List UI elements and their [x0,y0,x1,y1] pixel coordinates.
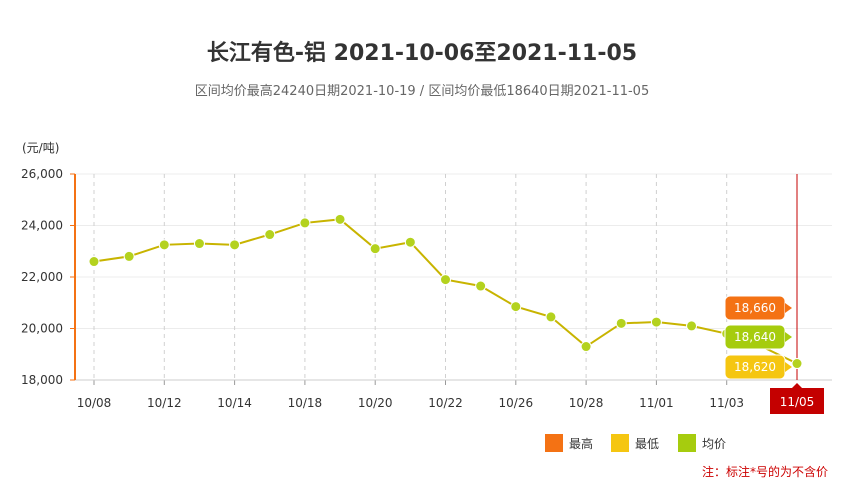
x-tick-label: 10/22 [428,396,463,410]
data-point [404,236,416,248]
highlight-date-label: 11/05 [780,395,815,409]
data-point [88,256,100,268]
legend-label: 均价 [702,437,726,451]
y-tick-label: 22,000 [21,270,63,284]
legend-item: 最低 [611,434,659,452]
axes: 18,000 20,000 22,000 24,000 26,000 10/08 10/12… [21,167,832,414]
data-point [193,238,205,250]
y-tick-label: 20,000 [21,322,63,336]
x-tick-label: 10/18 [288,396,323,410]
legend-swatch [545,434,563,452]
final-value-badges: 18,660 18,640 18,620 [724,295,792,380]
final-value-badge: 18,660 [724,295,792,321]
data-point [510,301,522,313]
data-point [299,217,311,229]
data-point [334,213,346,225]
data-point [475,280,487,292]
legend-label: 最低 [635,437,659,451]
highlight-date-box [770,388,824,414]
legend: 最高 最低 均价 [545,434,726,452]
data-point [123,250,135,262]
chart-title: 长江有色-铝 2021-10-06至2021-11-05 [207,40,637,66]
x-tick-label: 10/20 [358,396,393,410]
data-point [264,229,276,241]
grid [75,173,832,380]
x-tick-label: 10/12 [147,396,182,410]
data-point [545,311,557,323]
data-point [650,316,662,328]
x-tick-label: 11/01 [639,396,674,410]
data-point [369,243,381,255]
data-point [791,358,803,370]
badge-pointer [785,303,792,313]
legend-swatch [611,434,629,452]
badge-pointer [785,332,792,342]
legend-swatch [678,434,696,452]
badge-value: 18,640 [734,330,776,344]
x-tick-label: 11/03 [709,396,744,410]
highlight-date-pointer [792,383,802,388]
x-tick-label: 10/26 [499,396,534,410]
badge-value: 18,660 [734,301,776,315]
y-tick-label: 18,000 [21,373,63,387]
final-value-badge: 18,640 [724,324,792,350]
legend-item: 最高 [545,434,593,452]
chart-subtitle: 区间均价最高24240日期2021-10-19 / 区间均价最低18640日期2… [195,83,649,99]
y-axis-unit: (元/吨) [22,141,59,155]
legend-item: 均价 [678,434,726,452]
data-point [440,274,451,286]
x-tick-label: 10/28 [569,396,604,410]
data-point [615,317,627,329]
footnote: 注：标注*号的为不含价 [702,464,828,479]
x-tick-label: 10/08 [77,396,112,410]
data-point [158,239,170,251]
data-point [580,341,592,353]
x-tick-label: 10/14 [217,396,252,410]
legend-label: 最高 [569,436,593,451]
final-value-badge: 18,620 [724,354,792,380]
y-tick-label: 24,000 [21,219,63,233]
data-point [229,239,241,251]
data-point [686,320,698,332]
badge-value: 18,620 [734,360,776,374]
badge-pointer [785,362,792,372]
y-tick-label: 26,000 [21,167,63,181]
